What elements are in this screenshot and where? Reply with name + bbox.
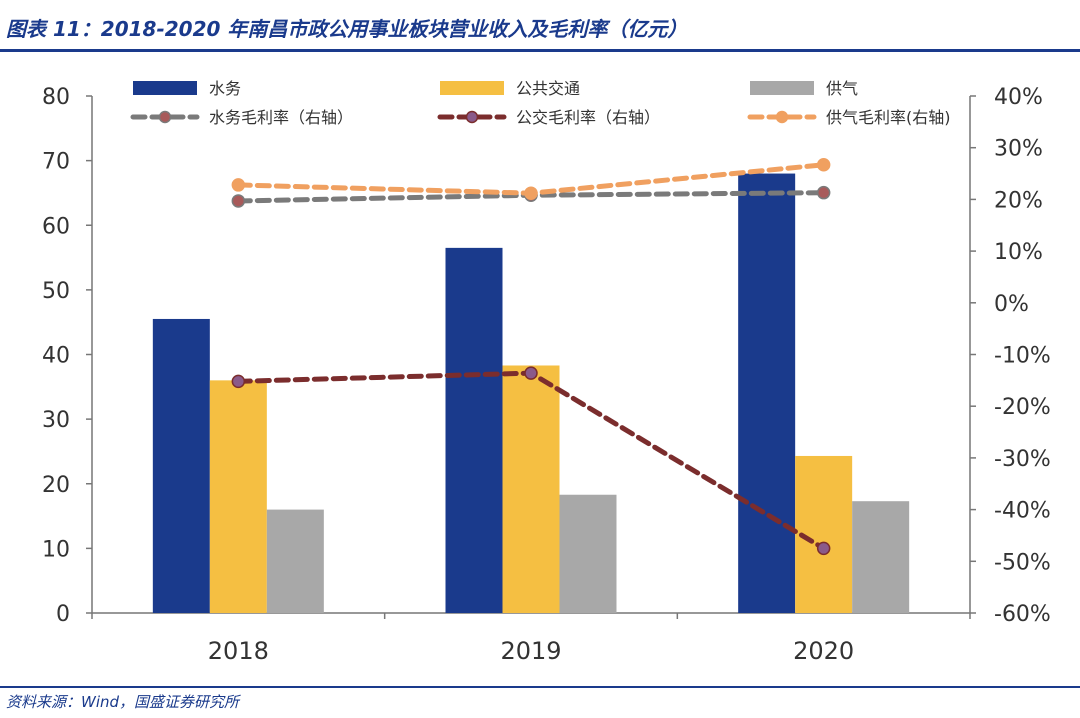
line-point-2-2020 <box>816 541 831 556</box>
source-note: 资料来源：Wind，国盛证券研究所 <box>6 693 240 711</box>
bar-2019-2 <box>502 365 560 613</box>
line-point-1-2020 <box>816 185 831 200</box>
y2-tick-label: 0% <box>994 292 1029 317</box>
bar-2018-2 <box>209 380 267 613</box>
x-tick-label: 2019 <box>500 637 561 665</box>
bar-2019-1 <box>445 247 503 613</box>
y2-tick-label: 20% <box>994 188 1043 213</box>
y2-tick-label: -50% <box>994 550 1051 575</box>
y2-tick-label: 40% <box>994 85 1043 110</box>
y2-tick-label: -40% <box>994 499 1051 524</box>
y2-tick-label: -60% <box>994 602 1051 627</box>
line-point-2-2018 <box>231 374 246 389</box>
legend-label: 水务毛利率（右轴） <box>209 108 353 127</box>
bar-2018-3 <box>266 509 324 613</box>
legend-swatch-bar-3 <box>750 81 814 95</box>
y-tick-label: 70 <box>42 150 70 175</box>
legend-swatch-bar-2 <box>440 81 504 95</box>
y2-tick-label: 10% <box>994 240 1043 265</box>
y-tick-label: 50 <box>42 279 70 304</box>
legend-label: 公共交通 <box>516 79 580 98</box>
line-point-3-2019 <box>524 186 538 200</box>
y-tick-label: 40 <box>42 344 70 369</box>
line-point-3-2018 <box>231 178 246 192</box>
figure-title: 图表 11：2018-2020 年南昌市政公用事业板块营业收入及毛利率（亿元） <box>6 17 688 41</box>
x-tick-label: 2018 <box>208 637 269 665</box>
source-rule <box>0 686 1080 688</box>
legend-marker <box>158 110 172 124</box>
y-tick-label: 10 <box>42 537 70 562</box>
y2-tick-label: 30% <box>994 137 1043 162</box>
bar-2020-3 <box>852 501 910 613</box>
title-rule <box>0 49 1080 52</box>
x-tick-label: 2020 <box>793 637 854 665</box>
y-tick-label: 0 <box>56 602 70 627</box>
y2-tick-label: -10% <box>994 344 1051 369</box>
bar-2020-1 <box>738 173 796 614</box>
bars <box>152 173 910 614</box>
legend-swatch-bar-1 <box>133 81 197 95</box>
y2-tick-label: -20% <box>994 395 1051 420</box>
y-tick-label: 30 <box>42 408 70 433</box>
legend-marker <box>465 110 479 124</box>
legend-marker <box>775 110 789 124</box>
y-tick-label: 60 <box>42 214 70 239</box>
y-tick-label: 80 <box>42 85 70 110</box>
bar-2019-3 <box>559 494 617 613</box>
legend-label: 水务 <box>209 79 241 98</box>
y2-tick-label: -30% <box>994 447 1051 472</box>
line-point-2-2019 <box>524 366 538 380</box>
legend-label: 供气 <box>826 79 858 98</box>
legend-label: 供气毛利率(右轴) <box>826 108 951 127</box>
line-point-3-2020 <box>816 158 831 172</box>
line-point-1-2018 <box>231 194 246 208</box>
bar-2018-1 <box>152 318 210 613</box>
lines <box>231 158 831 556</box>
y-tick-label: 20 <box>42 473 70 498</box>
legend-label: 公交毛利率（右轴） <box>516 108 660 127</box>
